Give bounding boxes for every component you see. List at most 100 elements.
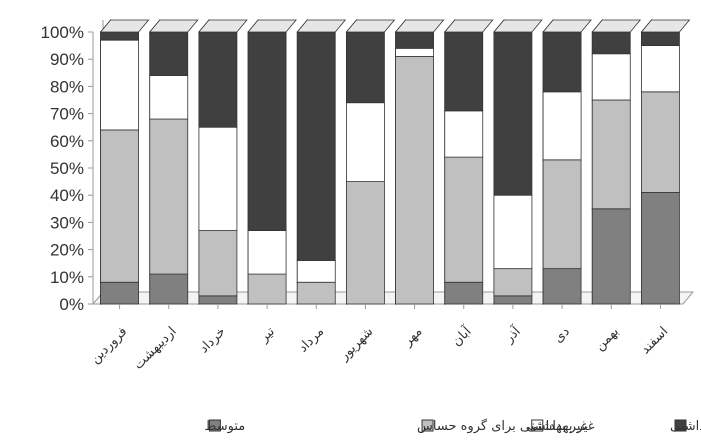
bar-segment bbox=[395, 47, 434, 57]
bar-segment bbox=[641, 192, 680, 305]
bar-top-face bbox=[99, 19, 150, 33]
bar-segment bbox=[493, 31, 533, 196]
legend-swatch bbox=[674, 419, 687, 432]
x-tick-label: فروردین bbox=[88, 324, 131, 367]
y-tick-label: 30% bbox=[50, 213, 84, 232]
bar-stack bbox=[493, 18, 543, 306]
x-tick-label: آذر bbox=[500, 322, 525, 347]
legend-label: غیر بهداشتی bbox=[527, 419, 595, 434]
x-tick-label: شهریور bbox=[336, 324, 376, 364]
bar-segment bbox=[247, 31, 287, 231]
bar-stack bbox=[148, 18, 199, 306]
bar-segment bbox=[444, 31, 484, 112]
x-tick-label: مهر bbox=[400, 324, 426, 350]
bar-segment bbox=[641, 31, 680, 47]
bar-segment bbox=[198, 126, 238, 231]
x-axis-labels: فروردین اردیبهشت خرداد تیر مرداد شهریور مهر آبا… bbox=[88, 304, 671, 373]
legend-swatch bbox=[531, 419, 544, 432]
bar-top-face bbox=[296, 19, 347, 33]
legend-label: بسیار غیر بهداشتی bbox=[670, 419, 701, 434]
bar-top-face bbox=[493, 19, 543, 33]
bar-segment bbox=[444, 110, 484, 158]
bar-stack bbox=[345, 18, 396, 306]
y-axis: 0% 10% 20% 30% 40% 50% 60% 70% 80% 90% 100% bbox=[41, 20, 104, 314]
x-tick-label: بهمن bbox=[592, 324, 622, 354]
bar-segment bbox=[591, 53, 631, 101]
legend-label: غیر بهداشتی برای گروه حساس bbox=[417, 418, 588, 434]
x-tick-label: آبان bbox=[448, 322, 476, 350]
bar-segment bbox=[296, 281, 336, 305]
bar-stack bbox=[443, 18, 494, 306]
bar-stack bbox=[394, 18, 445, 306]
bar-segment bbox=[542, 31, 582, 93]
bar-segment bbox=[149, 31, 189, 76]
bar-segment bbox=[149, 273, 189, 305]
y-tick-label: 50% bbox=[50, 159, 84, 178]
x-tick-label: دی bbox=[551, 324, 573, 346]
bar-segment bbox=[100, 281, 139, 305]
bar-stack bbox=[198, 18, 248, 306]
bar-segment bbox=[444, 281, 484, 305]
bar-stack bbox=[296, 18, 347, 306]
y-tick-label: 80% bbox=[50, 77, 84, 96]
bar-segment bbox=[247, 230, 287, 275]
bar-segment bbox=[542, 268, 582, 305]
bar-segment bbox=[100, 39, 139, 131]
bar-segment bbox=[198, 31, 238, 128]
bar-segment bbox=[149, 75, 189, 120]
y-tick-label: 10% bbox=[50, 268, 84, 287]
bars bbox=[99, 18, 691, 306]
bar-stack bbox=[99, 18, 150, 306]
bar-segment bbox=[198, 230, 238, 297]
bar-segment bbox=[493, 268, 533, 297]
bar-stack bbox=[591, 18, 642, 306]
y-tick-label: 20% bbox=[50, 241, 84, 260]
bar-top-face bbox=[345, 19, 396, 33]
x-tick-label: مرداد bbox=[296, 324, 327, 355]
legend-label: متوسط bbox=[204, 419, 245, 434]
bar-top-face bbox=[247, 19, 297, 33]
bar-segment bbox=[542, 91, 582, 161]
x-tick-label: خرداد bbox=[197, 324, 229, 356]
y-tick-label: 100% bbox=[41, 23, 84, 42]
bar-top-face bbox=[394, 19, 445, 33]
bar-top-face bbox=[443, 19, 494, 33]
bar-segment bbox=[296, 31, 336, 261]
bar-segment bbox=[100, 129, 139, 283]
y-tick-label: 40% bbox=[50, 186, 84, 205]
legend-swatch bbox=[421, 419, 434, 432]
x-tick-label: اسفند bbox=[638, 324, 671, 357]
bar-segment bbox=[641, 45, 680, 93]
bar-segment bbox=[346, 181, 385, 305]
bar-segment bbox=[296, 260, 336, 283]
bar-top-face bbox=[148, 19, 199, 33]
bar-stack bbox=[542, 18, 592, 306]
bar-top-face bbox=[198, 19, 248, 33]
bar-top-face bbox=[640, 19, 691, 33]
bar-segment bbox=[542, 159, 582, 270]
bar-segment bbox=[247, 273, 287, 305]
bar-segment bbox=[395, 56, 434, 305]
bar-segment bbox=[149, 118, 189, 275]
y-tick-label: 90% bbox=[50, 50, 84, 69]
bar-segment bbox=[346, 31, 385, 104]
bar-segment bbox=[198, 295, 238, 305]
x-tick-label: تیر bbox=[256, 324, 278, 346]
y-tick-label: 70% bbox=[50, 105, 84, 124]
bar-segment bbox=[591, 208, 631, 305]
bar-segment bbox=[641, 91, 680, 193]
x-tick-label: اردیبهشت bbox=[131, 324, 179, 372]
bar-segment bbox=[444, 156, 484, 283]
bar-segment bbox=[346, 102, 385, 182]
bar-top-face bbox=[542, 19, 592, 33]
bar-segment bbox=[591, 31, 631, 55]
bar-segment bbox=[591, 99, 631, 210]
bar-segment bbox=[493, 194, 533, 270]
bar-top-face bbox=[591, 19, 642, 33]
bar-segment bbox=[100, 31, 139, 41]
bar-segment bbox=[493, 295, 533, 305]
bar-stack bbox=[247, 18, 297, 306]
y-tick-label: 0% bbox=[59, 295, 84, 314]
